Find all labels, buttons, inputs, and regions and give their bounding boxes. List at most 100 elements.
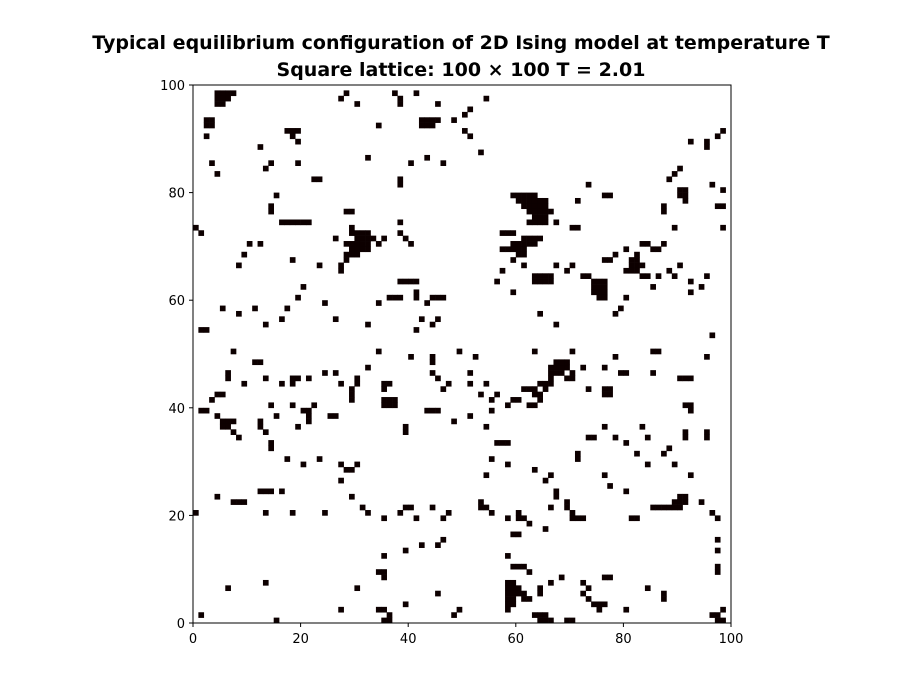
spin-down-site bbox=[548, 375, 554, 382]
spin-down-site bbox=[639, 262, 646, 269]
spin-down-site bbox=[714, 569, 721, 575]
spin-down-site bbox=[521, 203, 527, 210]
spin-down-site bbox=[219, 90, 226, 97]
spin-down-site bbox=[714, 133, 721, 140]
spin-down-site bbox=[327, 413, 334, 419]
spin-down-site bbox=[531, 348, 538, 355]
spin-down-site bbox=[386, 402, 393, 409]
spin-down-site bbox=[236, 434, 242, 441]
spin-down-site bbox=[623, 488, 630, 495]
spin-down-site bbox=[537, 380, 543, 387]
spin-down-site bbox=[456, 606, 463, 613]
spin-down-site bbox=[435, 375, 441, 382]
spin-down-site bbox=[418, 122, 425, 129]
spin-down-site bbox=[198, 407, 205, 414]
spin-down-site bbox=[564, 375, 570, 382]
y-tick-label: 20 bbox=[168, 509, 185, 524]
spin-down-site bbox=[720, 606, 726, 613]
spin-down-site bbox=[424, 407, 431, 414]
spin-down-site bbox=[478, 149, 484, 156]
spin-down-site bbox=[531, 219, 538, 226]
spin-down-site bbox=[677, 262, 683, 269]
spin-down-site bbox=[359, 241, 366, 247]
spin-down-site bbox=[365, 235, 371, 242]
spin-down-site bbox=[349, 397, 355, 403]
spin-down-site bbox=[483, 472, 490, 479]
spin-down-site bbox=[440, 536, 447, 543]
spin-down-site bbox=[397, 95, 404, 102]
spin-down-site bbox=[634, 450, 640, 457]
spin-down-site bbox=[574, 197, 581, 204]
spin-down-site bbox=[521, 235, 527, 242]
spin-down-site bbox=[601, 391, 608, 398]
spin-down-site bbox=[316, 456, 323, 462]
spin-down-site bbox=[338, 267, 344, 274]
spin-down-site bbox=[531, 197, 538, 204]
spin-down-site bbox=[510, 246, 517, 253]
spin-down-site bbox=[537, 208, 543, 215]
spin-down-site bbox=[542, 386, 549, 392]
spin-down-site bbox=[279, 316, 285, 323]
spin-down-site bbox=[537, 617, 543, 624]
spin-down-site bbox=[515, 246, 522, 253]
spin-down-site bbox=[230, 418, 237, 425]
spin-down-site bbox=[225, 370, 231, 376]
spin-down-site bbox=[505, 596, 511, 602]
spin-down-site bbox=[365, 364, 371, 371]
spin-down-site bbox=[531, 241, 538, 247]
spin-down-site bbox=[295, 294, 301, 301]
spin-down-site bbox=[365, 321, 371, 328]
spin-down-site bbox=[644, 241, 651, 247]
spin-down-site bbox=[354, 585, 361, 592]
spin-down-site bbox=[628, 257, 635, 263]
x-tick-label: 60 bbox=[508, 632, 525, 647]
spin-down-site bbox=[714, 617, 721, 624]
spin-down-site bbox=[515, 563, 522, 570]
spin-down-site bbox=[349, 466, 355, 473]
spin-down-site bbox=[682, 192, 689, 199]
spin-down-site bbox=[343, 90, 350, 97]
spin-down-site bbox=[531, 214, 538, 220]
x-tick-label: 20 bbox=[292, 632, 309, 647]
spin-down-site bbox=[661, 590, 667, 597]
spin-down-site bbox=[499, 246, 506, 253]
spin-down-site bbox=[558, 574, 565, 581]
spin-down-site bbox=[499, 267, 506, 274]
spin-down-site bbox=[623, 267, 630, 274]
spin-down-site bbox=[526, 192, 533, 199]
spin-down-site bbox=[322, 300, 328, 306]
spin-down-site bbox=[381, 569, 387, 575]
spin-down-site bbox=[429, 122, 436, 129]
spin-down-site bbox=[677, 499, 683, 505]
spin-down-site bbox=[720, 128, 726, 134]
spin-down-site bbox=[671, 504, 678, 511]
spin-down-site bbox=[531, 273, 538, 279]
spin-down-site bbox=[591, 434, 597, 441]
spin-down-site bbox=[435, 590, 441, 597]
spin-down-site bbox=[467, 133, 474, 140]
spin-down-site bbox=[262, 429, 269, 435]
spin-down-site bbox=[257, 423, 264, 430]
spin-down-site bbox=[682, 187, 689, 193]
spin-down-site bbox=[542, 612, 549, 618]
spin-down-site bbox=[687, 138, 694, 145]
spin-down-site bbox=[510, 596, 517, 602]
spin-down-site bbox=[601, 257, 608, 263]
spin-down-site bbox=[671, 499, 678, 505]
spin-down-site bbox=[580, 515, 587, 522]
spin-down-site bbox=[305, 413, 312, 419]
spin-down-site bbox=[375, 241, 382, 247]
spin-down-site bbox=[661, 504, 667, 511]
spin-down-site bbox=[515, 241, 522, 247]
spin-down-site bbox=[418, 117, 425, 123]
spin-down-site bbox=[650, 348, 656, 355]
spin-down-site bbox=[607, 483, 613, 489]
spin-down-site bbox=[230, 499, 237, 505]
spin-down-site bbox=[413, 327, 420, 333]
spin-down-site bbox=[607, 574, 613, 581]
spin-down-site bbox=[644, 434, 651, 441]
spin-down-site bbox=[569, 224, 576, 231]
spin-down-site bbox=[510, 601, 517, 608]
spin-down-site bbox=[548, 472, 554, 479]
x-tick-label: 40 bbox=[400, 632, 417, 647]
